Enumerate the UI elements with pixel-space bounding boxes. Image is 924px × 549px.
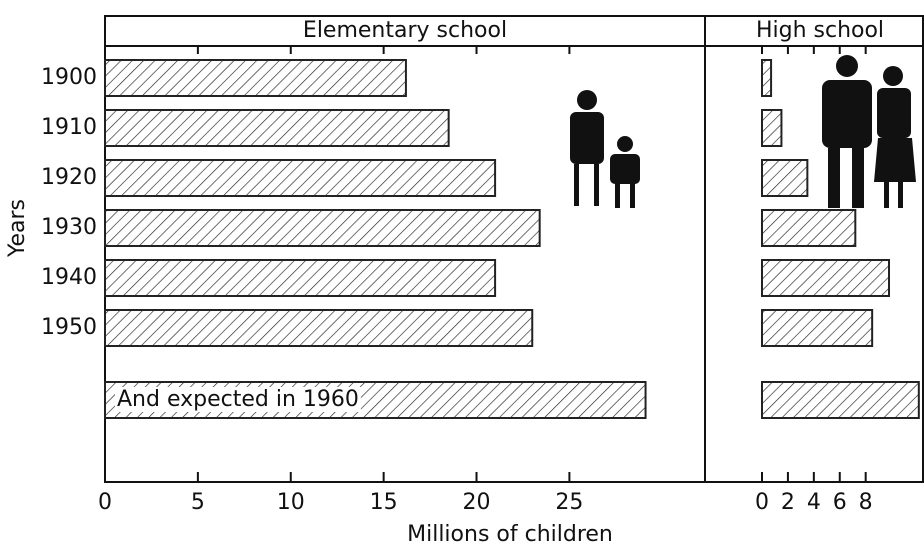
- x-tick-label: 4: [807, 490, 821, 515]
- panel-title: Elementary school: [303, 18, 507, 43]
- figure-teens: [822, 55, 916, 208]
- x-tick-label: 5: [191, 490, 205, 515]
- y-tick-label: 1920: [41, 165, 97, 190]
- x-tick-label: 0: [98, 490, 112, 515]
- annotation: And expected in 1960: [117, 387, 359, 412]
- x-tick-label: 20: [463, 490, 491, 515]
- x-tick-label: 25: [555, 490, 583, 515]
- bar: [761, 159, 809, 197]
- bar: [761, 309, 874, 347]
- y-tick-label: 1950: [41, 315, 97, 340]
- bar: [761, 381, 920, 419]
- x-axis-label: Millions of children: [407, 522, 613, 547]
- bar: [761, 59, 773, 97]
- y-axis-label: Years: [5, 199, 30, 258]
- figure-girl-boy: [570, 90, 640, 208]
- annotation-bg: [115, 387, 361, 412]
- bar: [761, 259, 891, 297]
- x-tick-label: 2: [781, 490, 795, 515]
- bar: [104, 109, 450, 147]
- frame: [104, 15, 924, 483]
- y-tick-label: 1940: [41, 265, 97, 290]
- bar: [761, 109, 783, 147]
- bar: [104, 159, 497, 197]
- x-tick-label: 0: [755, 490, 769, 515]
- bar: [761, 209, 857, 247]
- y-tick-label: 1910: [41, 115, 97, 140]
- panel-title: High school: [756, 18, 884, 43]
- bar: [104, 259, 497, 297]
- x-tick-label: 6: [833, 490, 847, 515]
- x-tick-label: 10: [277, 490, 305, 515]
- bar: [104, 309, 534, 347]
- y-tick-label: 1930: [41, 215, 97, 240]
- y-tick-label: 1900: [41, 65, 97, 90]
- x-tick-label: 15: [370, 490, 398, 515]
- bar: [104, 59, 407, 97]
- bar: [104, 209, 541, 247]
- x-tick-label: 8: [859, 490, 873, 515]
